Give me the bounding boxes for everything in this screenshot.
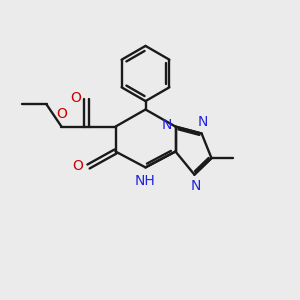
Text: O: O: [71, 92, 82, 105]
Text: O: O: [56, 106, 67, 121]
Text: NH: NH: [135, 174, 156, 188]
Text: N: N: [190, 179, 201, 193]
Text: N: N: [161, 118, 172, 132]
Text: O: O: [72, 160, 83, 173]
Text: N: N: [198, 115, 208, 129]
